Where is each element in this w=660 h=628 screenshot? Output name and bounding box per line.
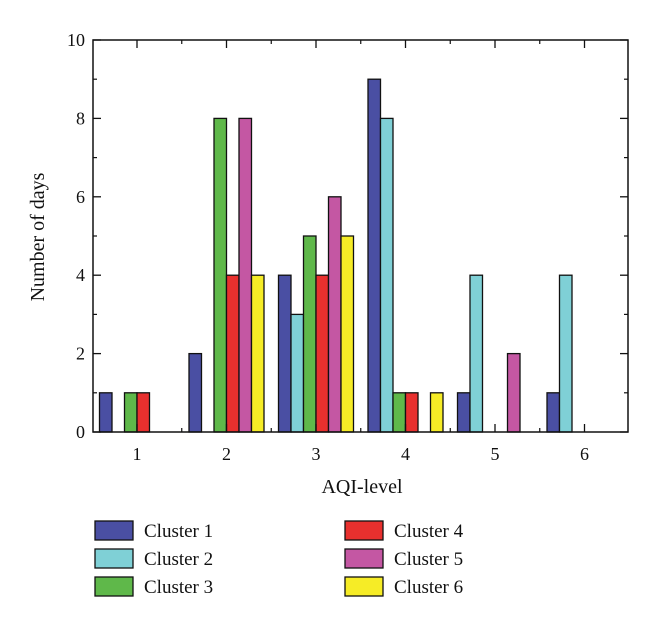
bar-cluster-4-level-4 — [404, 392, 419, 433]
bar-cluster-2-level-3 — [290, 313, 305, 433]
bar-cluster-2-level-6 — [558, 274, 573, 433]
legend-label-cluster-3: Cluster 3 — [144, 577, 213, 598]
bar-cluster-6-level-4 — [429, 392, 444, 433]
legend-swatch-cluster-6 — [344, 576, 384, 597]
y-axis-label: Number of days — [27, 172, 49, 301]
bar-cluster-5-level-2 — [238, 117, 253, 433]
bar-cluster-3-level-3 — [302, 235, 317, 433]
bar-cluster-1-level-5 — [456, 392, 471, 433]
bar-cluster-6-level-3 — [340, 235, 355, 433]
x-tick-label: 3 — [312, 444, 321, 464]
y-tick-label: 2 — [76, 344, 85, 364]
x-tick-label: 1 — [133, 444, 142, 464]
bar-cluster-1-level-1 — [98, 392, 113, 433]
y-tick-label: 6 — [76, 187, 85, 207]
x-tick-label: 5 — [491, 444, 500, 464]
x-axis-label: AQI-level — [321, 476, 403, 498]
bar-cluster-1-level-3 — [277, 274, 292, 433]
legend-label-cluster-5: Cluster 5 — [394, 549, 463, 570]
bar-cluster-2-level-5 — [469, 274, 484, 433]
legend-label-cluster-6: Cluster 6 — [394, 577, 463, 598]
x-tick-label: 4 — [401, 444, 410, 464]
legend-swatch-cluster-3 — [94, 576, 134, 597]
plot-frame — [92, 39, 629, 433]
legend-swatch-cluster-1 — [94, 520, 134, 541]
bar-cluster-1-level-2 — [188, 352, 203, 433]
legend-label-cluster-4: Cluster 4 — [394, 521, 464, 542]
legend-swatch-cluster-4 — [344, 520, 384, 541]
bar-cluster-4-level-2 — [225, 274, 240, 433]
y-tick-label: 0 — [76, 422, 85, 442]
bar-cluster-5-level-3 — [327, 196, 342, 433]
y-tick-label: 8 — [76, 108, 85, 128]
y-tick-label: 10 — [67, 30, 85, 50]
bar-cluster-4-level-3 — [315, 274, 330, 433]
bar-cluster-1-level-4 — [367, 78, 382, 433]
bar-cluster-6-level-2 — [250, 274, 265, 433]
legend-swatch-cluster-5 — [344, 548, 384, 569]
legend: Cluster 1 Cluster 2 Cluster 3 Cluster 4 Clus… — [94, 520, 464, 598]
bar-cluster-1-level-6 — [546, 392, 561, 433]
legend-label-cluster-1: Cluster 1 — [144, 521, 213, 542]
x-tick-label: 2 — [222, 444, 231, 464]
bar-cluster-4-level-1 — [136, 392, 151, 433]
bar-cluster-3-level-1 — [123, 392, 138, 433]
x-tick-label: 6 — [580, 444, 589, 464]
bar-cluster-3-level-4 — [392, 392, 407, 433]
bar-cluster-2-level-4 — [379, 117, 394, 433]
y-tick-label: 4 — [76, 265, 85, 285]
legend-swatch-cluster-2 — [94, 548, 134, 569]
bar-cluster-3-level-2 — [213, 117, 228, 433]
legend-label-cluster-2: Cluster 2 — [144, 549, 213, 570]
bar-cluster-5-level-5 — [506, 352, 521, 433]
